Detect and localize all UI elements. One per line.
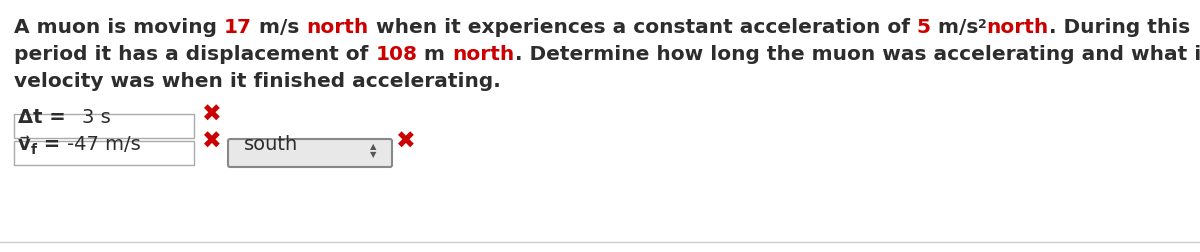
FancyBboxPatch shape [14, 141, 194, 165]
Text: m/s: m/s [931, 18, 978, 37]
Text: north: north [306, 18, 368, 37]
Text: 108: 108 [376, 45, 418, 64]
Text: ▲: ▲ [370, 141, 377, 150]
Text: period it has a displacement of: period it has a displacement of [14, 45, 376, 64]
Text: 3 s: 3 s [82, 108, 110, 127]
Text: north: north [986, 18, 1049, 37]
Text: velocity was when it finished accelerating.: velocity was when it finished accelerati… [14, 72, 500, 91]
Text: ✖: ✖ [202, 130, 222, 153]
Text: north: north [452, 45, 515, 64]
Text: ✖: ✖ [202, 103, 222, 127]
Text: -47 m/s: -47 m/s [67, 135, 140, 153]
Text: ▼: ▼ [370, 149, 377, 158]
Text: south: south [244, 135, 299, 153]
Text: 2: 2 [978, 18, 986, 31]
Text: =: = [37, 135, 67, 153]
FancyBboxPatch shape [228, 139, 392, 167]
Text: 17: 17 [224, 18, 252, 37]
FancyBboxPatch shape [14, 115, 194, 138]
Text: 5: 5 [917, 18, 931, 37]
Text: . Determine how long the muon was accelerating and what its: . Determine how long the muon was accele… [515, 45, 1200, 64]
Text: ✖: ✖ [396, 130, 415, 153]
Text: m/s: m/s [252, 18, 306, 37]
Text: when it experiences a constant acceleration of: when it experiences a constant accelerat… [368, 18, 917, 37]
Text: f: f [31, 142, 37, 156]
Text: v⃗: v⃗ [18, 135, 31, 153]
Text: . During this: . During this [1049, 18, 1190, 37]
Text: A muon is moving: A muon is moving [14, 18, 224, 37]
Text: m: m [418, 45, 452, 64]
Text: Δt =: Δt = [18, 108, 72, 127]
